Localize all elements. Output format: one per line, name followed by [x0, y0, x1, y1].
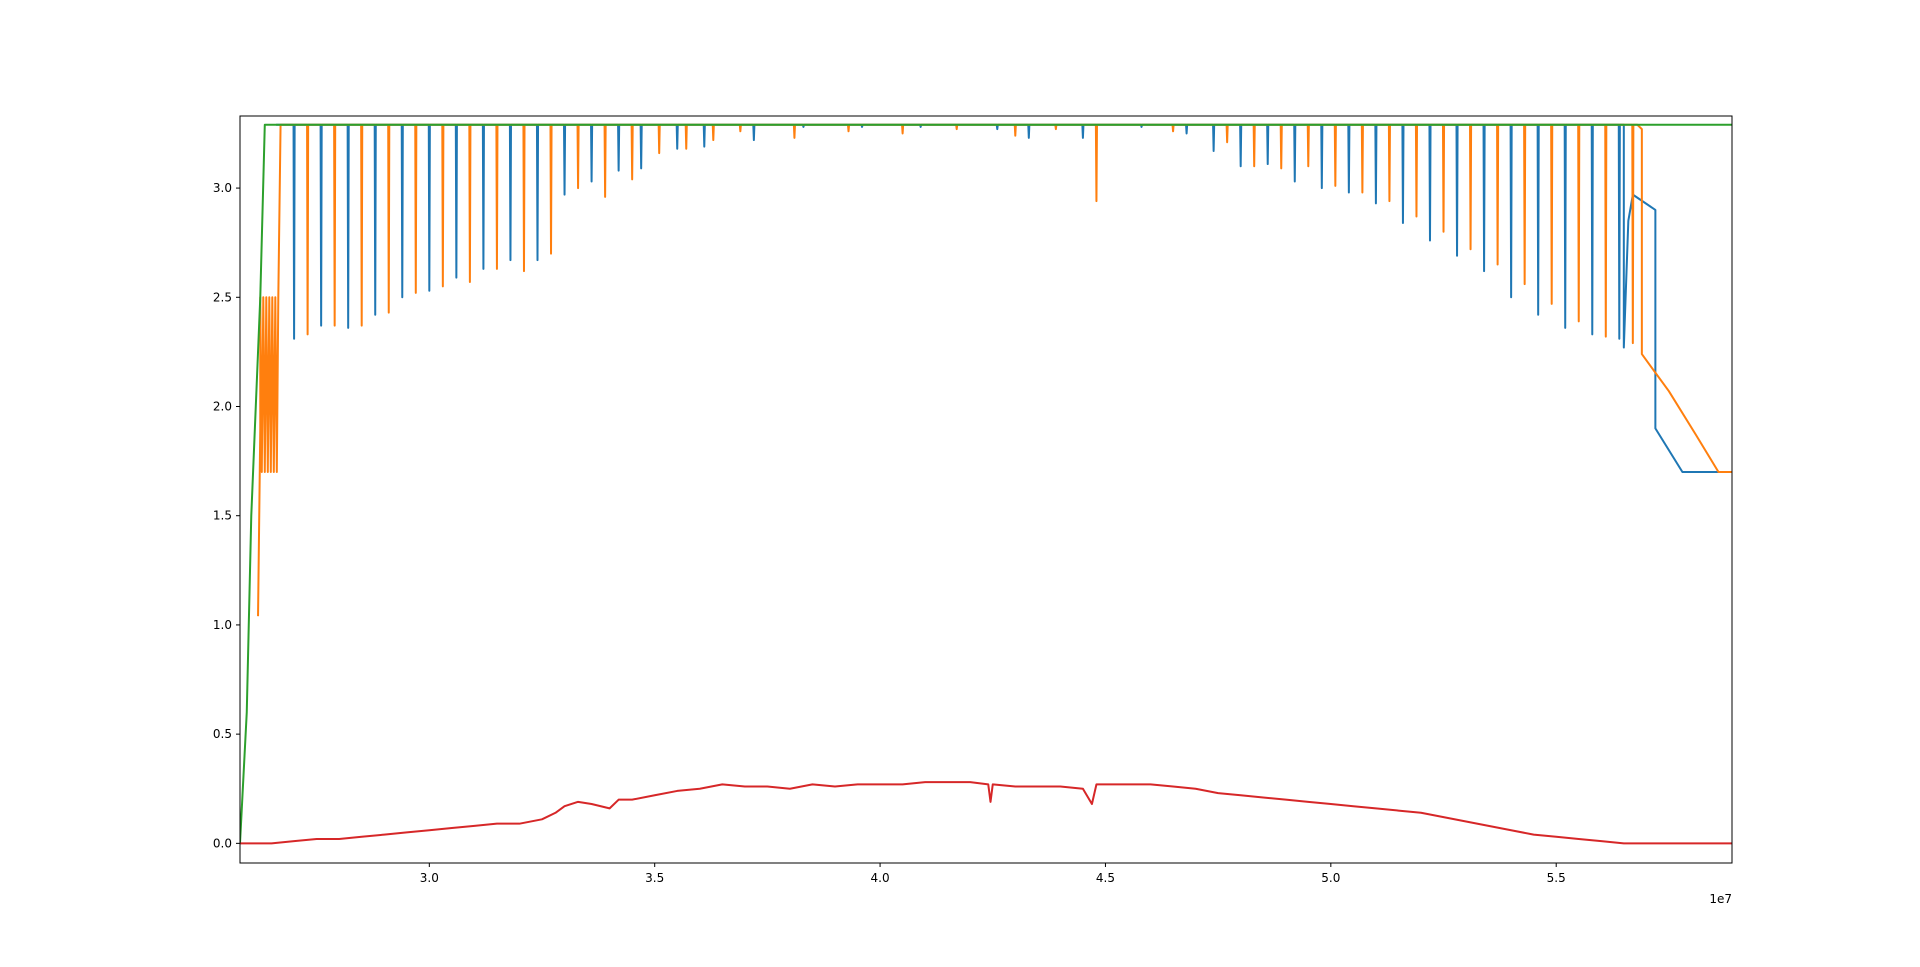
x-tick-label: 4.5: [1096, 871, 1115, 885]
y-tick-label: 2.0: [213, 400, 232, 414]
x-tick-label: 4.0: [871, 871, 890, 885]
x-axis: 3.0 3.5 4.0 4.5 5.0 5.5: [420, 863, 1566, 885]
y-tick-label: 0.5: [213, 727, 232, 741]
x-tick-label: 5.5: [1547, 871, 1566, 885]
y-tick-label: 1.0: [213, 618, 232, 632]
y-tick-label: 3.0: [213, 181, 232, 195]
y-tick-label: 1.5: [213, 509, 232, 523]
y-tick-label: 2.5: [213, 290, 232, 304]
x-tick-label: 3.5: [645, 871, 664, 885]
x-tick-label: 5.0: [1321, 871, 1340, 885]
x-axis-offset-label: 1e7: [1709, 892, 1732, 906]
plot-area-frame: [239, 115, 1733, 864]
y-axis: 0.0 0.5 1.0 1.5 2.0 2.5 3.0: [213, 181, 240, 850]
series-line-green: [240, 123, 1732, 844]
x-tick-label: 3.0: [420, 871, 439, 885]
series-layer: [240, 123, 1732, 845]
series-line-red: [240, 781, 1732, 845]
y-tick-label: 0.0: [213, 836, 232, 850]
